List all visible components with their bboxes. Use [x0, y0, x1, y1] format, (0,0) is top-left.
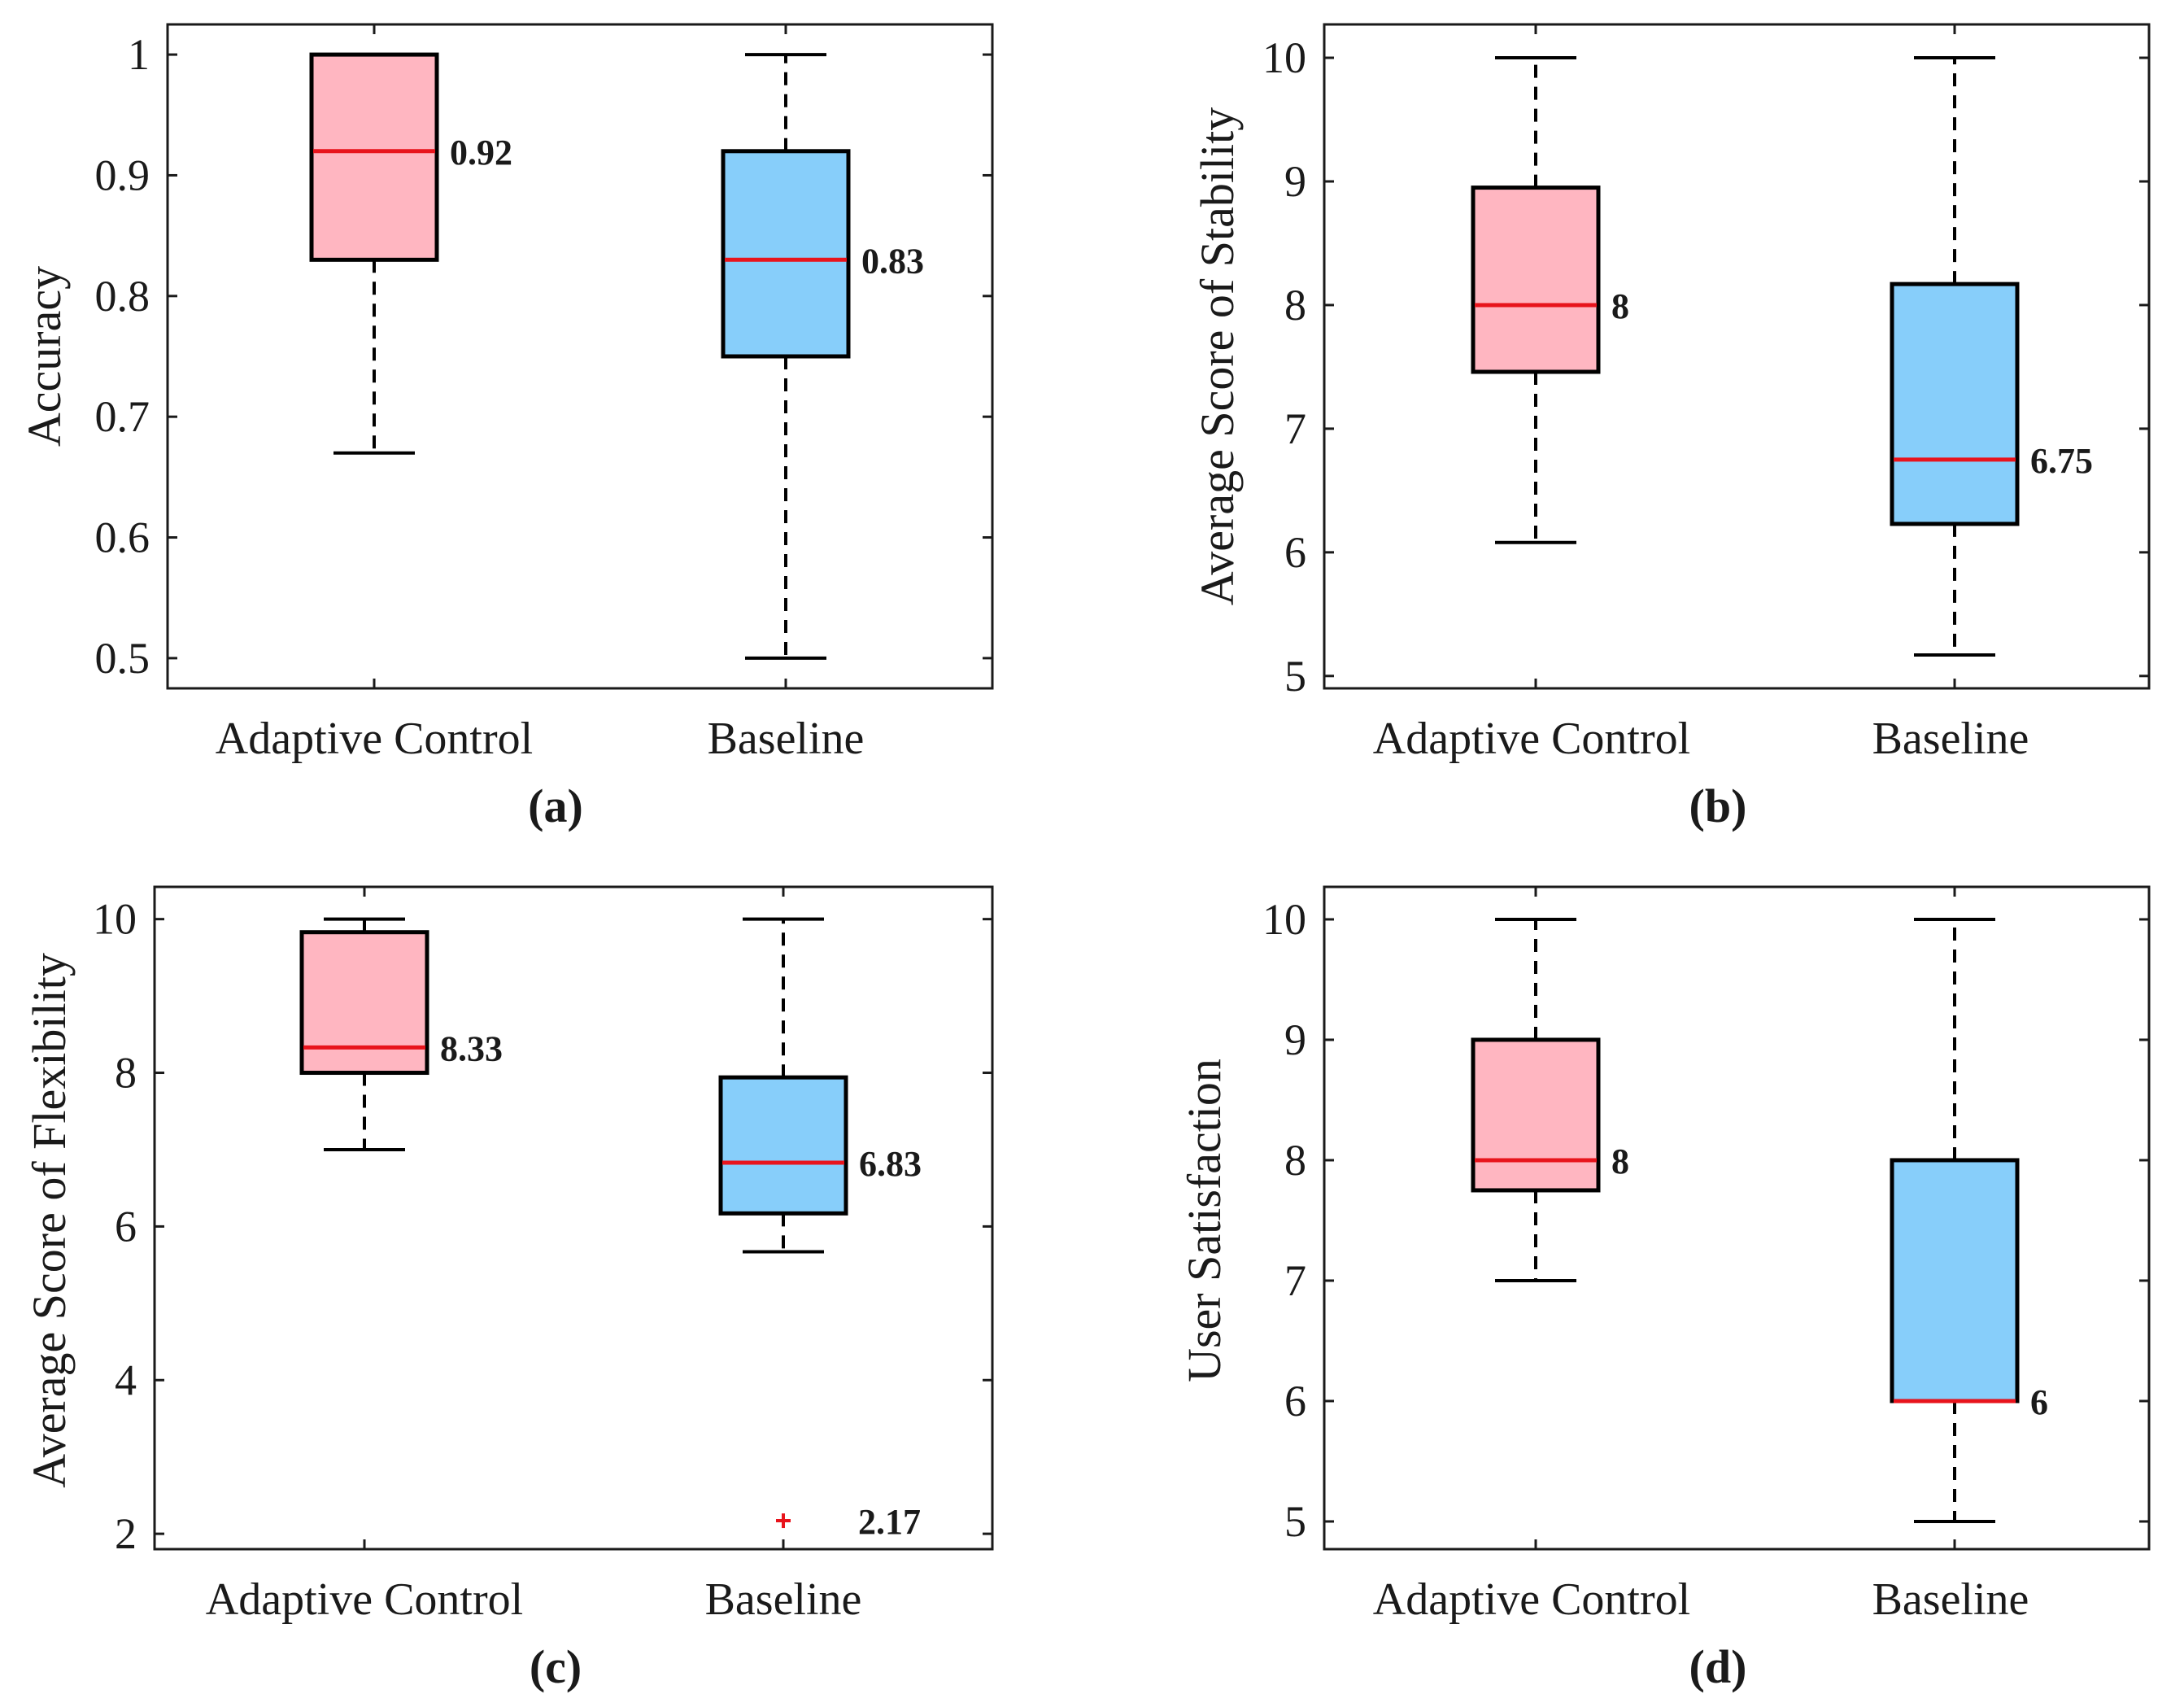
- y-tick-label: 5: [1284, 652, 1306, 701]
- boxes-d: 86: [1471, 917, 2048, 1523]
- median-label-adaptive-control: 8: [1611, 286, 1629, 326]
- box-baseline: [1890, 1158, 2020, 1404]
- plot-frame-b: [1323, 23, 2151, 690]
- y-tick-label: 0.9: [95, 151, 150, 199]
- panel-label-a: (a): [528, 779, 583, 832]
- y-tick-label: 1: [128, 30, 150, 79]
- category-label-baseline-a: Baseline: [708, 714, 865, 764]
- panel-label-c: (c): [530, 1640, 582, 1693]
- median-label-baseline: 6: [2030, 1382, 2048, 1422]
- category-label-baseline-b: Baseline: [1872, 714, 2029, 764]
- y-tick-label: 4: [115, 1356, 137, 1404]
- y-axis-label-a: Accuracy: [18, 266, 71, 447]
- box-adaptive-control: [1471, 1037, 1601, 1193]
- box-adaptive-control: [309, 52, 439, 262]
- category-label-baseline-d: Baseline: [1872, 1574, 2029, 1625]
- median-label-adaptive-control: 8.33: [440, 1028, 503, 1068]
- y-ticks-c: 2 4 6 8 10: [93, 887, 992, 1558]
- plot-frame-c: [153, 885, 994, 1551]
- median-label-baseline: 6.75: [2030, 441, 2093, 481]
- median-label-baseline: 0.83: [861, 241, 924, 281]
- category-label-adaptive-control-b: Adaptive Control: [1373, 714, 1690, 764]
- y-tick-label: 9: [1284, 1015, 1306, 1064]
- y-axis-label-c: Average Score of Flexibility: [23, 953, 76, 1488]
- box-adaptive-control: [1471, 186, 1601, 374]
- category-label-baseline-c: Baseline: [705, 1574, 862, 1625]
- y-tick-label: 0.6: [95, 513, 150, 562]
- y-ticks-b: 5 6 7 8 9 10: [1262, 24, 2149, 701]
- y-tick-label: 10: [1262, 895, 1306, 944]
- y-tick-label: 10: [93, 895, 137, 944]
- y-tick-label: 8: [115, 1049, 137, 1098]
- y-ticks-a: 0.5 0.6 0.7 0.8 0.9 1: [95, 24, 992, 688]
- box-adaptive-control: [299, 930, 429, 1076]
- median-label-baseline: 6.83: [859, 1144, 922, 1184]
- y-tick-label: 2: [115, 1509, 137, 1558]
- y-tick-label: 10: [1262, 33, 1306, 82]
- box-baseline: [718, 1075, 848, 1216]
- y-axis-label-d: User Satisfaction: [1178, 1059, 1231, 1382]
- box-baseline: [721, 149, 851, 359]
- outlier-label-baseline: 2.17: [858, 1502, 921, 1542]
- y-tick-label: 7: [1284, 404, 1306, 453]
- y-tick-label: 6: [1284, 528, 1306, 577]
- y-tick-label: 0.5: [95, 634, 150, 683]
- y-ticks-d: 5 6 7 8 9 10: [1262, 887, 2149, 1549]
- box-baseline: [1890, 282, 2020, 526]
- y-tick-label: 8: [1284, 1136, 1306, 1185]
- plot-frame-d: [1323, 885, 2151, 1551]
- y-tick-label: 0.7: [95, 392, 150, 441]
- panel-label-b: (b): [1689, 779, 1747, 832]
- panel-label-d: (d): [1689, 1640, 1747, 1693]
- boxes-a: 0.92 0.83: [309, 52, 924, 660]
- category-label-adaptive-control-a: Adaptive Control: [216, 714, 533, 764]
- y-tick-label: 0.8: [95, 272, 150, 321]
- panel-a: 0.5 0.6 0.7 0.8 0.9 1 0.92 0.83 Accuracy Adapt…: [18, 23, 994, 832]
- y-tick-label: 8: [1284, 281, 1306, 330]
- y-tick-label: 7: [1284, 1256, 1306, 1305]
- category-label-adaptive-control-d: Adaptive Control: [1373, 1574, 1690, 1625]
- category-label-adaptive-control-c: Adaptive Control: [206, 1574, 523, 1625]
- panel-c: 2 4 6 8 10 8.33 6.83 2.17 Average Score of Fle…: [23, 885, 994, 1693]
- y-tick-label: 6: [1284, 1377, 1306, 1425]
- y-tick-label: 9: [1284, 157, 1306, 206]
- y-tick-label: 5: [1284, 1497, 1306, 1546]
- y-axis-label-b: Average Score of Stability: [1191, 107, 1244, 606]
- boxes-c: 8.33 6.83 2.17: [299, 917, 922, 1542]
- median-label-adaptive-control: 0.92: [450, 133, 512, 172]
- y-tick-label: 6: [115, 1202, 137, 1251]
- plot-frame-a: [166, 23, 994, 690]
- boxes-b: 86.75: [1471, 56, 2093, 657]
- median-label-adaptive-control: 8: [1611, 1142, 1629, 1181]
